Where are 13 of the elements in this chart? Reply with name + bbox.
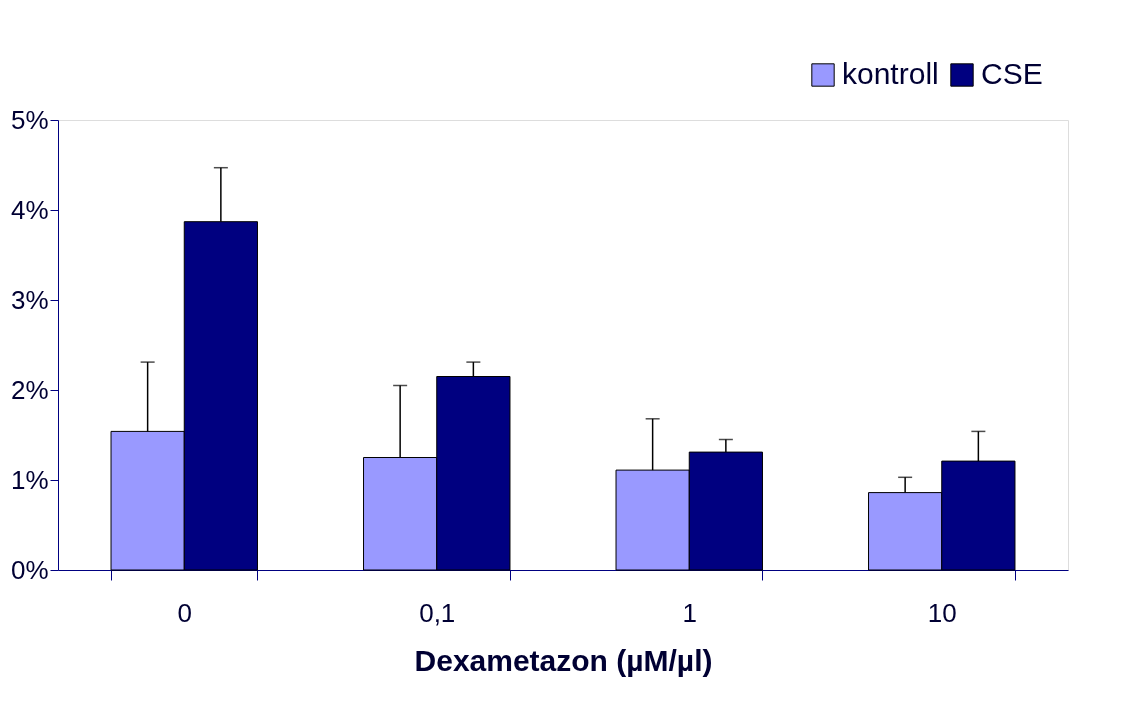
y-tick-label: 3% [10,284,49,315]
y-tick-label: 4% [10,194,49,225]
y-tick-label: 1% [10,464,49,495]
y-tick-label: 0% [10,554,49,585]
legend-label: CSE [981,57,1043,90]
x-tick-label: 1 [682,597,697,628]
x-tick-label: 10 [927,597,957,628]
y-tick-label: 5% [10,104,49,135]
y-tick-label: 2% [10,374,49,405]
x-axis-title: Dexametazon (µM/µl) [414,643,713,677]
legend-label: kontroll [842,57,939,90]
x-tick-label: 0,1 [419,597,456,628]
x-tick-label: 0 [177,597,192,628]
